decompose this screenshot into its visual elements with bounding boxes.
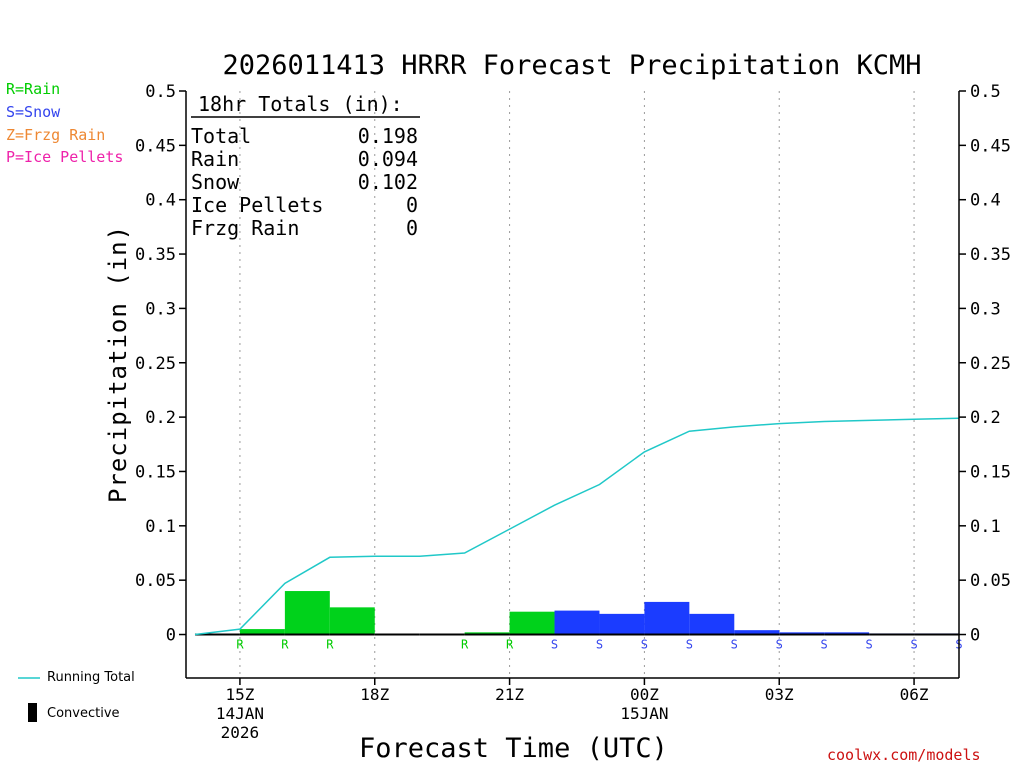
precip-bar — [509, 611, 555, 635]
type-marker: S — [596, 638, 603, 652]
precip-bar — [779, 632, 825, 635]
x-tick-label: 18Z — [360, 685, 389, 704]
y-tick-label-left: 0.3 — [145, 299, 176, 319]
legend-running-total-label: Running Total — [47, 670, 135, 685]
y-tick-label-right: 0 — [970, 626, 980, 646]
y-axis-label: Precipitation (in) — [104, 224, 132, 504]
totals-label-snow: Snow — [191, 170, 240, 194]
precip-bar — [824, 632, 870, 635]
y-tick-label-left: 0.5 — [145, 82, 176, 102]
type-marker: R — [236, 638, 244, 652]
precip-bar — [689, 613, 735, 635]
totals-value-ice-pellets: 0 — [405, 193, 418, 217]
y-tick-label-right: 0.05 — [970, 571, 1011, 591]
totals-value-rain: 0.094 — [357, 147, 418, 171]
y-tick-label-right: 0.3 — [970, 299, 1001, 319]
totals-label-ice-pellets: Ice Pellets — [191, 193, 324, 217]
totals-label-total: Total — [191, 124, 252, 148]
y-tick-label-right: 0.35 — [970, 245, 1011, 265]
x-tick-label: 06Z — [900, 685, 929, 704]
type-marker: S — [910, 638, 917, 652]
totals-label-frzg-rain: Frzg Rain — [191, 216, 300, 240]
x-tick-label: 21Z — [495, 685, 524, 704]
running-total-line — [194, 417, 960, 636]
totals-value-snow: 0.102 — [357, 170, 418, 194]
precip-bar — [329, 607, 375, 635]
y-tick-label-left: 0.15 — [135, 462, 176, 482]
y-tick-label-right: 0.2 — [970, 408, 1001, 428]
credit-text: coolwx.com/models — [827, 746, 981, 764]
y-tick-label-left: 0.25 — [135, 354, 176, 374]
legend-convective-swatch — [28, 703, 37, 722]
type-marker: S — [821, 638, 828, 652]
type-marker: S — [731, 638, 738, 652]
y-tick-label-left: 0 — [166, 626, 176, 646]
legend-ice-pellets: P=Ice Pellets — [6, 148, 124, 166]
y-tick-label-right: 0.5 — [970, 82, 1001, 102]
totals-value-total: 0.198 — [357, 124, 418, 148]
legend-rain: R=Rain — [6, 80, 61, 98]
type-marker: S — [865, 638, 872, 652]
y-tick-label-left: 0.45 — [135, 136, 176, 156]
type-marker: S — [551, 638, 558, 652]
type-marker: R — [281, 638, 289, 652]
chart-title: 2026011413 HRRR Forecast Precipitation K… — [222, 50, 922, 81]
type-marker: R — [326, 638, 334, 652]
x-tick-date: 14JAN — [216, 704, 264, 723]
y-tick-label-left: 0.2 — [145, 408, 176, 428]
x-tick-year: 2026 — [221, 723, 260, 742]
legend-convective-label: Convective — [47, 706, 120, 721]
totals-value-frzg-rain: 0 — [405, 216, 418, 240]
x-tick-label: 15Z — [225, 685, 254, 704]
y-tick-label-left: 0.35 — [135, 245, 176, 265]
legend-frzg-rain: Z=Frzg Rain — [6, 126, 106, 144]
totals-label-rain: Rain — [191, 147, 240, 171]
y-tick-label-left: 0.4 — [145, 191, 176, 211]
x-axis-label: Forecast Time (UTC) — [359, 733, 668, 764]
y-tick-label-left: 0.1 — [145, 517, 176, 537]
legend-snow: S=Snow — [6, 103, 61, 121]
type-marker: S — [641, 638, 648, 652]
y-tick-label-right: 0.15 — [970, 462, 1011, 482]
x-tick-label: 03Z — [765, 685, 794, 704]
y-tick-label-right: 0.25 — [970, 354, 1011, 374]
x-tick-label: 00Z — [630, 685, 659, 704]
precip-bar — [554, 610, 600, 635]
totals-heading: 18hr Totals (in): — [198, 92, 403, 116]
precip-bar — [734, 630, 780, 635]
type-marker: R — [506, 638, 514, 652]
y-tick-label-right: 0.45 — [970, 136, 1011, 156]
x-tick-date: 15JAN — [620, 704, 668, 723]
precip-bar — [644, 601, 690, 635]
y-tick-label-right: 0.1 — [970, 517, 1001, 537]
type-marker: S — [686, 638, 693, 652]
precip-bar — [284, 591, 330, 635]
y-tick-label-right: 0.4 — [970, 191, 1001, 211]
precip-bar — [239, 629, 285, 635]
type-marker: R — [461, 638, 469, 652]
precip-bar — [464, 632, 510, 635]
y-tick-label-left: 0.05 — [135, 571, 176, 591]
precip-bar — [599, 613, 645, 635]
type-marker: S — [776, 638, 783, 652]
